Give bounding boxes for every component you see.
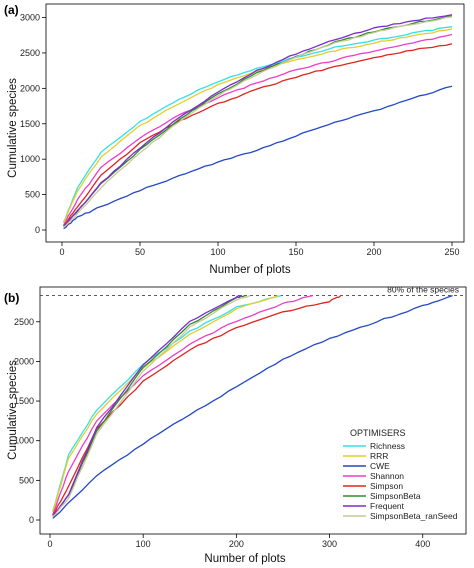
series-line-shannon xyxy=(63,33,453,226)
panel-a-ylabel: Cumulative species xyxy=(7,78,19,178)
y-tick-label: 2000 xyxy=(20,83,40,93)
legend-label-simpsonbeta-ranseed: SimpsonBeta_ranSeed xyxy=(370,511,458,521)
panel-b-axes: 0 100 200 300 400 0 500 1000 1500 2000 2500 xyxy=(14,317,430,549)
x-tick-label: 400 xyxy=(415,539,430,549)
y-tick-label: 0 xyxy=(29,515,34,525)
legend-label-rrr: RRR xyxy=(370,451,388,461)
y-tick-label: 1500 xyxy=(20,119,40,129)
panel-b-ylabel: Cumulative species xyxy=(7,360,19,460)
legend-label-simpson: Simpson xyxy=(370,481,403,491)
series-line-shannon xyxy=(52,294,313,515)
panel-b-xlabel: Number of plots xyxy=(204,553,285,565)
x-tick-label: 100 xyxy=(210,247,225,257)
series-line-cwe xyxy=(52,294,453,519)
y-tick-label: 1500 xyxy=(14,396,34,406)
series-line-frequent xyxy=(63,14,453,227)
series-line-simpsonbeta xyxy=(52,294,246,517)
legend-label-richness: Richness xyxy=(370,441,405,451)
series-line-rrr xyxy=(52,294,279,513)
y-tick-label: 500 xyxy=(25,190,40,200)
panel-b-label: (b) xyxy=(4,291,19,305)
x-tick-label: 0 xyxy=(59,247,64,257)
panel-b-frame xyxy=(39,286,467,535)
y-tick-label: 0 xyxy=(35,225,40,235)
legend-title: OPTIMISERS xyxy=(350,428,406,438)
series-line-frequent xyxy=(52,294,243,517)
series-line-simpson xyxy=(63,43,453,227)
panel-b: (b) 0 100 200 300 400 0 500 1000 1500 2000 2500 80… xyxy=(4,285,467,565)
x-tick-label: 300 xyxy=(322,539,337,549)
y-tick-label: 2500 xyxy=(20,48,40,58)
y-tick-label: 3000 xyxy=(20,13,40,23)
x-tick-label: 200 xyxy=(366,247,381,257)
y-tick-label: 1000 xyxy=(14,436,34,446)
panel-a-xlabel: Number of plots xyxy=(209,264,290,276)
legend-label-simpsonbeta: SimpsonBeta xyxy=(370,491,421,501)
series-line-rrr xyxy=(63,28,453,224)
reference-line-label: 80% of the species xyxy=(387,285,459,295)
x-tick-label: 0 xyxy=(47,539,52,549)
panel-a-series xyxy=(63,14,453,230)
series-line-simpson xyxy=(52,295,342,516)
panel-a-label: (a) xyxy=(4,3,19,17)
legend-label-cwe: CWE xyxy=(370,461,390,471)
series-line-simpsonbeta xyxy=(63,15,453,227)
panel-a: (a) 0 50 100 150 200 250050010001500200025003… xyxy=(4,3,465,276)
x-tick-label: 150 xyxy=(288,247,303,257)
y-tick-label: 1000 xyxy=(20,154,40,164)
series-line-richness xyxy=(63,26,453,223)
legend-label-frequent: Frequent xyxy=(370,501,405,511)
series-line-simpsonbeta-ranseed xyxy=(52,294,251,518)
panel-b-legend: OPTIMISERS RichnessRRRCWEShannonSimpsonS… xyxy=(343,428,458,521)
y-tick-label: 2500 xyxy=(14,317,34,327)
x-tick-label: 50 xyxy=(135,247,145,257)
y-tick-label: 2000 xyxy=(14,356,34,366)
x-tick-label: 250 xyxy=(444,247,459,257)
series-line-simpsonbeta-ranseed xyxy=(63,16,453,228)
legend-label-shannon: Shannon xyxy=(370,471,404,481)
series-line-richness xyxy=(52,294,282,512)
panel-b-series xyxy=(52,294,453,519)
panel-a-frame xyxy=(45,3,465,243)
x-tick-label: 100 xyxy=(136,539,151,549)
y-tick-label: 500 xyxy=(19,475,34,485)
panel-b-reference: 80% of the species xyxy=(40,285,466,296)
x-tick-label: 200 xyxy=(229,539,244,549)
series-line-cwe xyxy=(63,85,453,230)
